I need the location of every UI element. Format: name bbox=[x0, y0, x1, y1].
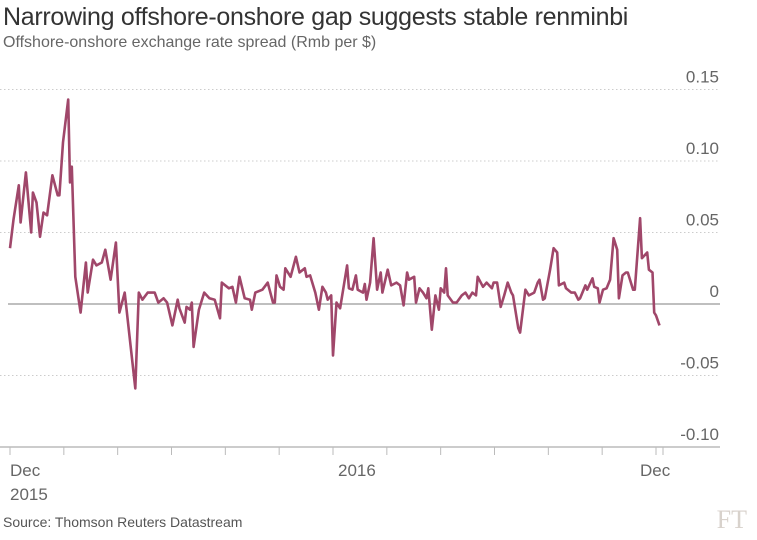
y-tick-label: -0.05 bbox=[680, 354, 719, 373]
y-tick-label: 0.10 bbox=[686, 139, 719, 158]
ft-logo: FT bbox=[716, 505, 747, 534]
x-tick-label: Dec bbox=[640, 461, 671, 480]
chart-subtitle: Offshore-onshore exchange rate spread (R… bbox=[3, 34, 377, 51]
spread-line bbox=[8, 98, 661, 390]
y-tick-label: -0.10 bbox=[680, 425, 719, 444]
y-tick-label: 0.05 bbox=[686, 211, 719, 230]
y-tick-label: 0.15 bbox=[686, 68, 719, 87]
y-tick-label: 0 bbox=[710, 282, 719, 301]
source-note: Source: Thomson Reuters Datastream bbox=[3, 514, 243, 530]
x-tick-label: Dec bbox=[10, 461, 41, 480]
chart-title: Narrowing offshore-onshore gap suggests … bbox=[3, 3, 629, 31]
x-tick-label-year: 2015 bbox=[10, 485, 48, 504]
x-tick-label: 2016 bbox=[338, 461, 376, 480]
